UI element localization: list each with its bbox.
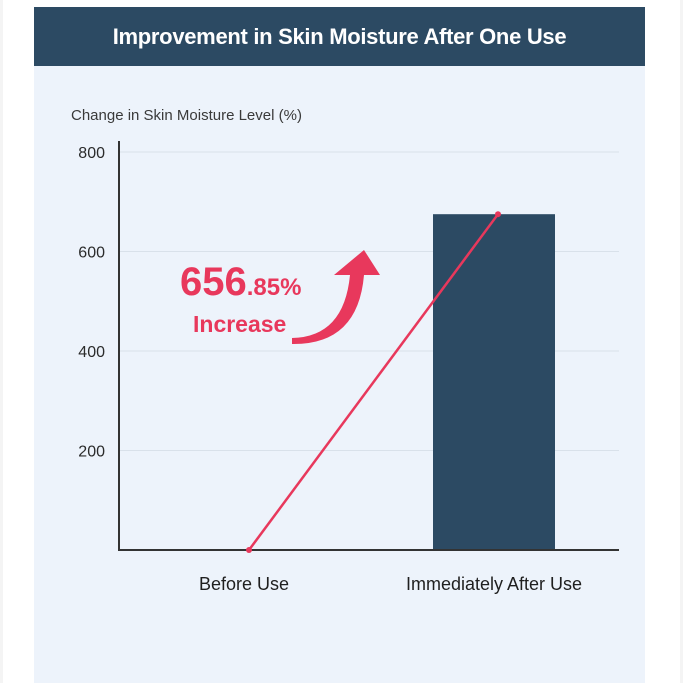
chart-card: Improvement in Skin Moisture After One U… [34,7,645,683]
y-tick-label: 200 [78,444,105,461]
bar-chart: Change in Skin Moisture Level (%) 200 400… [71,107,619,594]
y-tick-label: 800 [78,145,105,162]
increase-percent: 656.85% [180,260,301,304]
bars [433,214,555,550]
trend-line-segment [247,213,500,551]
increase-percent-decimal: .85% [247,274,302,301]
y-tick-label: 600 [78,245,105,262]
y-tick-label: 400 [78,344,105,361]
frame-edge-right [680,0,683,683]
trend-line [246,211,501,553]
trend-point [246,547,252,553]
increase-label: Increase [193,311,286,337]
frame-edge-left [0,0,3,683]
x-ticks: Before Use Immediately After Use [199,574,582,594]
increase-percent-main: 656 [180,260,247,304]
y-axis-label: Change in Skin Moisture Level (%) [71,107,302,124]
x-tick-label: Immediately After Use [406,574,582,594]
trend-point [495,211,501,218]
x-tick-label: Before Use [199,574,289,594]
increase-arrow-icon [292,250,380,345]
header-bar: Improvement in Skin Moisture After One U… [34,7,645,66]
bar [433,214,555,550]
y-ticks: 200 400 600 800 [78,145,105,461]
chart-title: Improvement in Skin Moisture After One U… [112,23,567,49]
